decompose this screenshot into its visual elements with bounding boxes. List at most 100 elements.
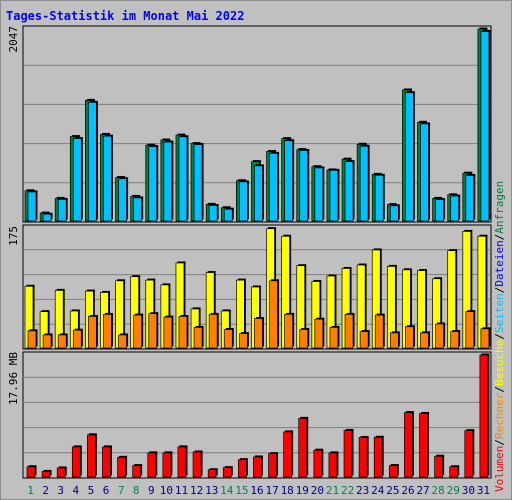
x-tick-label: 11 bbox=[175, 484, 188, 497]
x-tick-label: 28 bbox=[432, 484, 445, 497]
bar-dateien-24 bbox=[374, 173, 385, 222]
bar-dateien-9 bbox=[148, 145, 159, 222]
bar-volumen-24 bbox=[373, 435, 384, 478]
bar-volumen-26 bbox=[404, 411, 414, 478]
right-legend: Volumen/Rechner/Besuche/Seiten/Dateien/A… bbox=[493, 181, 506, 492]
x-tick-label: 19 bbox=[296, 484, 309, 497]
legend-sep-1: / bbox=[493, 439, 506, 446]
bar-dateien-20 bbox=[314, 166, 325, 222]
bar-volumen-19 bbox=[298, 416, 309, 478]
bars bbox=[24, 27, 491, 478]
bar-volumen-20 bbox=[313, 448, 324, 478]
bar-besuche-13 bbox=[208, 312, 219, 349]
legend-sep-2: / bbox=[493, 386, 506, 393]
bar-dateien-27 bbox=[420, 122, 431, 222]
bar-volumen-13 bbox=[207, 468, 218, 478]
bot-max-label: 17.96 MB bbox=[7, 352, 20, 405]
top-max-label: 2047 bbox=[7, 26, 20, 53]
legend-requests: Anfragen bbox=[493, 181, 506, 234]
bar-volumen-10 bbox=[162, 451, 173, 478]
bar-dateien-10 bbox=[163, 140, 174, 222]
x-tick-label: 25 bbox=[386, 484, 399, 497]
bar-besuche-7 bbox=[118, 333, 129, 349]
x-tick-label: 17 bbox=[265, 484, 278, 497]
bar-dateien-16 bbox=[254, 164, 264, 222]
bar-besuche-8 bbox=[133, 313, 144, 349]
x-axis-labels: 1 2 3 4 5 6 7 8 9 10 11 12 13 14 15 16 17 18 19 20 21 22 23 24 2… bbox=[27, 484, 490, 497]
x-tick-label: 31 bbox=[477, 484, 490, 497]
bar-dateien-12 bbox=[193, 143, 204, 222]
bar-volumen-16 bbox=[253, 455, 263, 478]
bar-dateien-31 bbox=[480, 29, 491, 222]
bar-volumen-5 bbox=[87, 433, 97, 478]
x-tick-label: 6 bbox=[103, 484, 110, 497]
bar-volumen-23 bbox=[358, 435, 369, 478]
bar-besuche-28 bbox=[435, 322, 446, 349]
bar-volumen-21 bbox=[328, 451, 339, 478]
x-tick-label: 14 bbox=[220, 484, 234, 497]
legend-hosts: Rechner bbox=[493, 392, 506, 439]
bar-dateien-15 bbox=[239, 180, 249, 222]
bar-besuche-12 bbox=[193, 325, 204, 349]
bar-dateien-1 bbox=[27, 190, 38, 222]
x-tick-label: 9 bbox=[148, 484, 155, 497]
bar-volumen-2 bbox=[41, 469, 52, 478]
bar-besuche-5 bbox=[88, 314, 98, 349]
bar-besuche-24 bbox=[374, 313, 385, 349]
bar-besuche-30 bbox=[465, 310, 476, 349]
bar-besuche-10 bbox=[163, 315, 174, 349]
x-tick-label: 16 bbox=[250, 484, 263, 497]
bar-dateien-17 bbox=[269, 151, 280, 222]
bar-besuche-15 bbox=[239, 332, 249, 349]
chart-title: Tages-Statistik im Monat Mai 2022 bbox=[6, 9, 244, 23]
bar-dateien-5 bbox=[88, 100, 98, 222]
bar-dateien-23 bbox=[359, 144, 370, 222]
x-tick-label: 23 bbox=[356, 484, 369, 497]
bar-besuche-23 bbox=[359, 330, 370, 349]
bar-dateien-8 bbox=[133, 196, 144, 222]
bar-volumen-6 bbox=[102, 445, 112, 478]
x-tick-label: 20 bbox=[311, 484, 324, 497]
x-tick-label: 7 bbox=[118, 484, 125, 497]
x-tick-label: 5 bbox=[88, 484, 95, 497]
bar-volumen-17 bbox=[268, 452, 279, 478]
bar-volumen-22 bbox=[343, 428, 354, 478]
x-tick-label: 3 bbox=[57, 484, 64, 497]
bar-dateien-11 bbox=[178, 135, 189, 222]
bar-volumen-27 bbox=[419, 411, 430, 478]
bar-besuche-18 bbox=[284, 312, 295, 349]
bar-volumen-25 bbox=[388, 464, 399, 478]
bar-dateien-26 bbox=[405, 91, 415, 222]
bar-volumen-14 bbox=[222, 466, 233, 478]
bar-dateien-7 bbox=[118, 177, 129, 222]
legend-sep-5: / bbox=[493, 234, 506, 241]
x-tick-label: 26 bbox=[401, 484, 414, 497]
x-tick-label: 4 bbox=[73, 484, 80, 497]
bar-besuche-3 bbox=[57, 333, 68, 349]
bar-volumen-11 bbox=[177, 445, 188, 478]
bar-dateien-6 bbox=[103, 134, 113, 222]
bar-volumen-31 bbox=[479, 353, 490, 478]
bar-volumen-15 bbox=[238, 458, 248, 478]
x-tick-label: 18 bbox=[281, 484, 294, 497]
bar-besuche-1 bbox=[27, 329, 38, 349]
bar-dateien-28 bbox=[435, 198, 446, 222]
bar-besuche-16 bbox=[254, 317, 264, 349]
bar-besuche-22 bbox=[344, 312, 355, 349]
bar-volumen-28 bbox=[434, 454, 445, 478]
x-tick-label: 13 bbox=[205, 484, 218, 497]
bar-volumen-12 bbox=[192, 450, 203, 478]
legend-sep-4: / bbox=[493, 287, 506, 294]
bar-besuche-11 bbox=[178, 314, 189, 349]
bar-dateien-30 bbox=[465, 173, 476, 222]
bar-volumen-9 bbox=[147, 451, 158, 478]
bar-volumen-1 bbox=[26, 465, 37, 478]
bar-besuche-29 bbox=[450, 330, 461, 349]
bar-dateien-25 bbox=[389, 204, 400, 222]
bar-dateien-13 bbox=[208, 204, 219, 222]
bar-volumen-30 bbox=[464, 429, 475, 478]
bar-besuche-21 bbox=[329, 325, 340, 349]
legend-files: Dateien bbox=[493, 240, 506, 286]
x-tick-label: 21 bbox=[326, 484, 339, 497]
